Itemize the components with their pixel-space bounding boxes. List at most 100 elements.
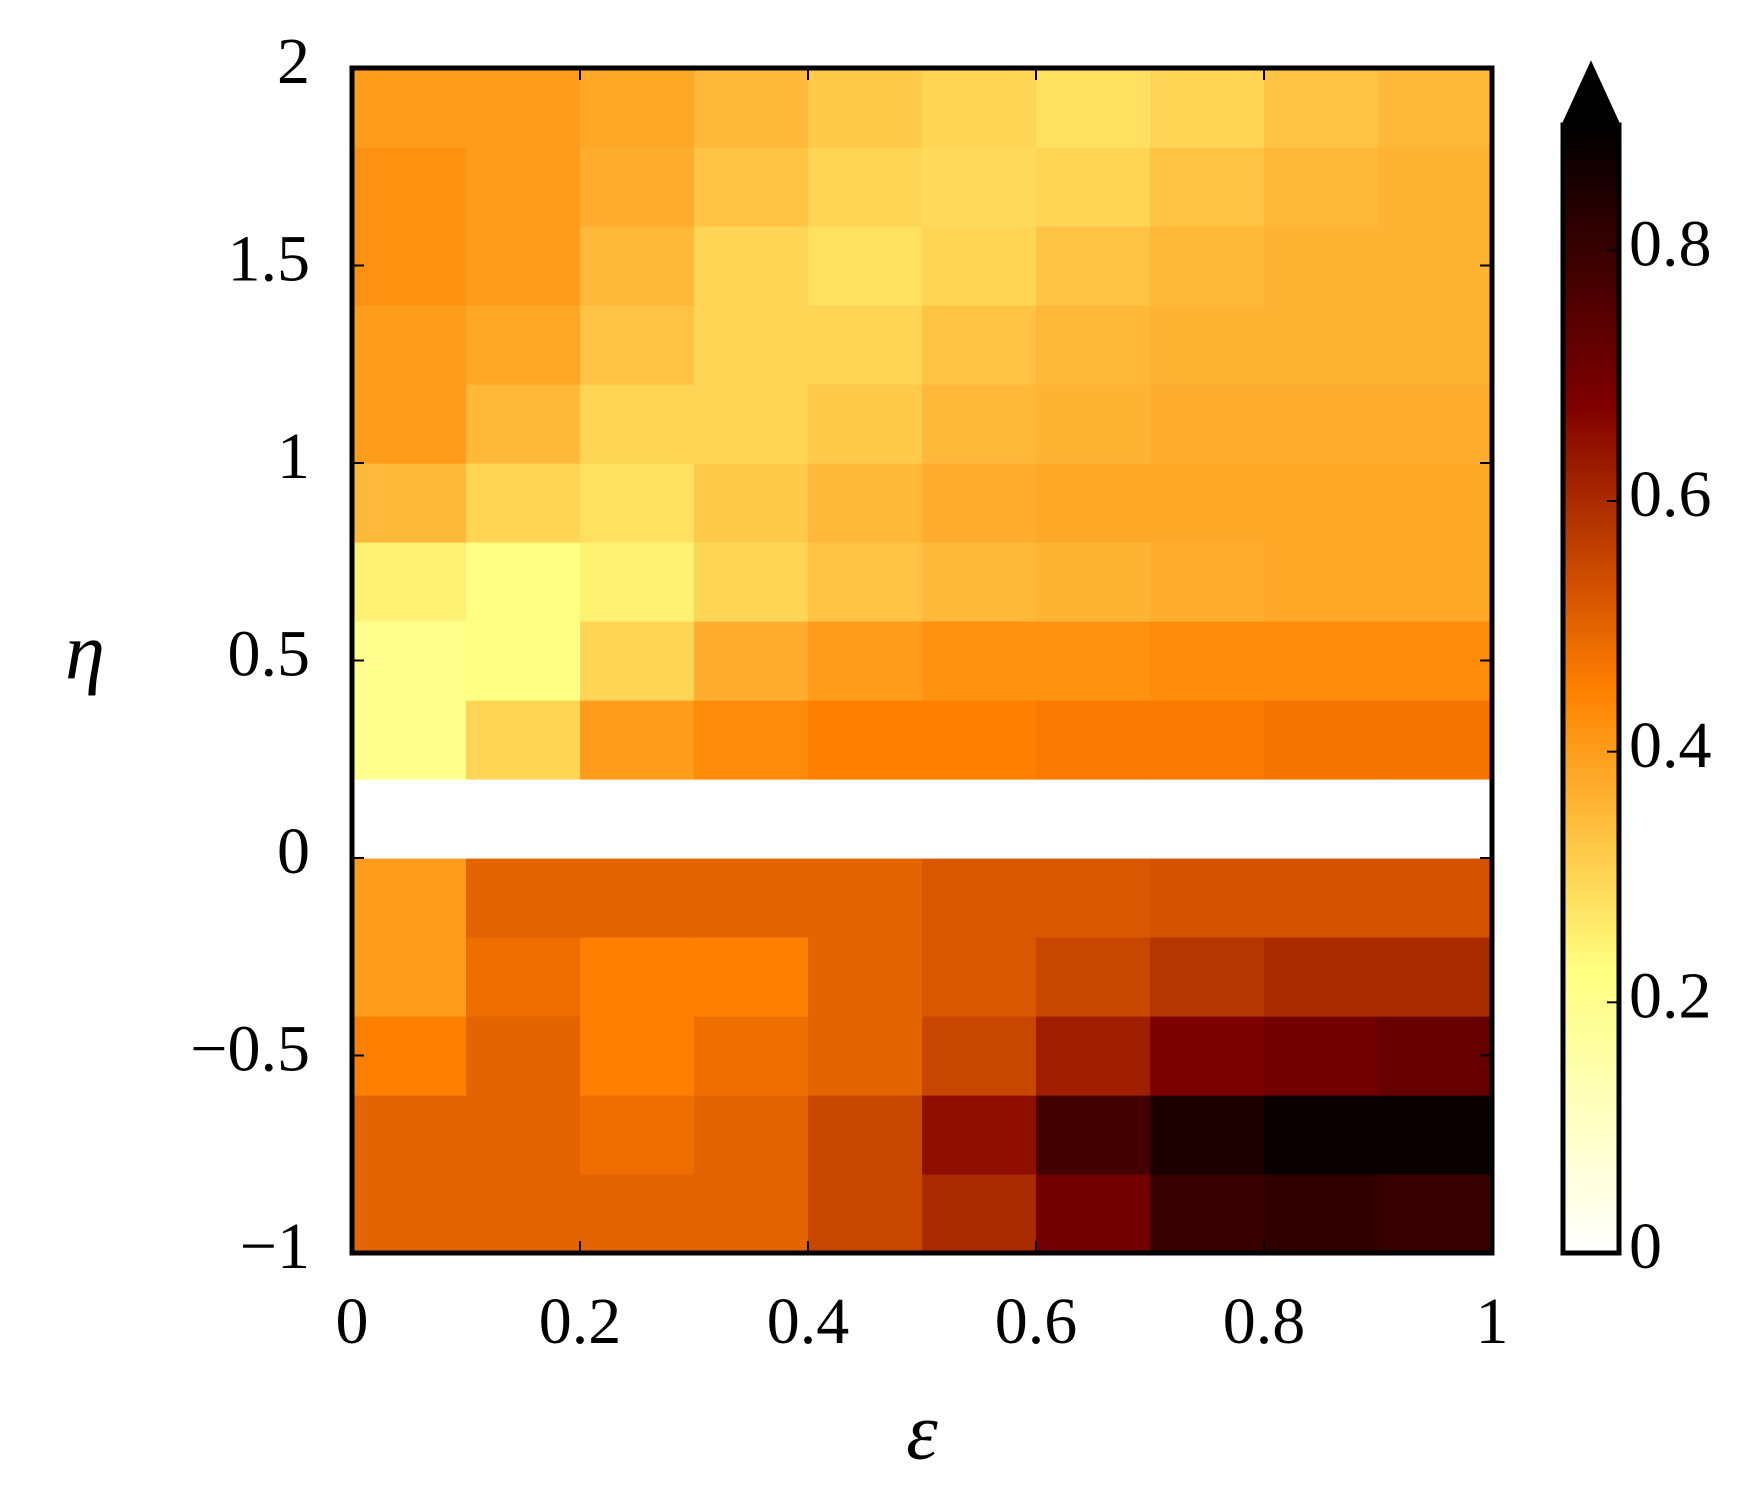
heatmap-cell [352, 1016, 467, 1096]
heatmap-cell [694, 147, 809, 227]
y-tick-label: 0 [277, 815, 310, 888]
heatmap-cell [466, 621, 581, 701]
colorbar-tick-label: 0.2 [1629, 959, 1712, 1032]
colorbar-tick-label: 0 [1629, 1210, 1662, 1283]
heatmap-cell [1264, 542, 1379, 622]
heatmap-cell [922, 305, 1037, 385]
heatmap-cell [466, 937, 581, 1017]
x-tick-label: 1 [1476, 1285, 1509, 1358]
heatmap-cell [580, 305, 695, 385]
heatmap-cell [808, 384, 923, 464]
heatmap-cell [352, 68, 467, 148]
heatmap-cell [1378, 147, 1493, 227]
heatmap-cell [580, 1095, 695, 1175]
heatmap-cell [1264, 463, 1379, 543]
heatmap-cell [1150, 384, 1265, 464]
heatmap-cell [466, 779, 581, 859]
heatmap-cell [694, 937, 809, 1017]
heatmap-cell [808, 1174, 923, 1254]
y-tick-label: 2 [277, 25, 310, 98]
heatmap-cell [1264, 1095, 1379, 1175]
heatmap-cell [1378, 700, 1493, 780]
y-tick-label: 1 [277, 420, 310, 493]
x-tick-label: 0.2 [539, 1285, 622, 1358]
heatmap-cell [580, 858, 695, 938]
heatmap-cell [1378, 937, 1493, 1017]
heatmap-cell [1036, 779, 1151, 859]
x-axis-label: ε [906, 1388, 938, 1476]
colorbar-tick-label: 0.6 [1629, 458, 1712, 531]
heatmap-cell [352, 621, 467, 701]
heatmap-cell [694, 1016, 809, 1096]
colorbar [1560, 122, 1622, 1256]
heatmap-cell [352, 937, 467, 1017]
heatmap-cell [694, 779, 809, 859]
heatmap-cell [352, 384, 467, 464]
heatmap-cell [1036, 1095, 1151, 1175]
heatmap-cell [1150, 937, 1265, 1017]
heatmap-cell [922, 542, 1037, 622]
heatmap-cell [1036, 68, 1151, 148]
heatmap-cell [466, 700, 581, 780]
y-tick-label: −1 [240, 1210, 310, 1283]
heatmap-cell [694, 700, 809, 780]
heatmap-cell [1378, 305, 1493, 385]
heatmap-cell [1150, 1095, 1265, 1175]
heatmap-cell [1036, 384, 1151, 464]
heatmap-cell [1378, 463, 1493, 543]
heatmap-cell [808, 621, 923, 701]
heatmap-cell [1264, 68, 1379, 148]
heatmap-cell [1036, 1016, 1151, 1096]
x-tick-label: 0.4 [767, 1285, 850, 1358]
heatmap-cell [922, 1174, 1037, 1254]
heatmap-cell [466, 226, 581, 306]
y-tick-label: 0.5 [228, 618, 311, 691]
heatmap-cell [808, 463, 923, 543]
heatmap-cell [1036, 226, 1151, 306]
heatmap-cell [808, 68, 923, 148]
heatmap-cell [466, 384, 581, 464]
heatmap-cell [922, 384, 1037, 464]
heatmap-cell [1036, 305, 1151, 385]
heatmap-cell [1150, 779, 1265, 859]
heatmap-cell [1150, 147, 1265, 227]
heatmap-cell [1264, 779, 1379, 859]
heatmap-cell [1150, 542, 1265, 622]
heatmap-cell [1378, 384, 1493, 464]
heatmap-cell [922, 937, 1037, 1017]
heatmap-cell [580, 542, 695, 622]
heatmap-cell [694, 542, 809, 622]
colorbar-extend [1560, 60, 1622, 127]
heatmap-cell [1264, 937, 1379, 1017]
heatmap-cell [922, 463, 1037, 543]
heatmap-cell [808, 779, 923, 859]
heatmap-cell [1264, 1174, 1379, 1254]
heatmap-cell [922, 1016, 1037, 1096]
heatmap-cell [580, 226, 695, 306]
heatmap-cell [1264, 147, 1379, 227]
heatmap-cell [1264, 700, 1379, 780]
heatmap-cell [1036, 937, 1151, 1017]
heatmap-cell [1036, 463, 1151, 543]
y-tick-label: 1.5 [228, 223, 311, 296]
heatmap-cell [1036, 1174, 1151, 1254]
heatmap-cell [580, 147, 695, 227]
heatmap-cell [922, 68, 1037, 148]
heatmap-cell [808, 937, 923, 1017]
heatmap-cell [466, 305, 581, 385]
heatmap-cell [1378, 226, 1493, 306]
heatmap-cell [352, 542, 467, 622]
x-tick-label: 0.6 [995, 1285, 1078, 1358]
heatmap-cell [580, 68, 695, 148]
heatmap-cell [352, 700, 467, 780]
heatmap-cell [1150, 1174, 1265, 1254]
heatmap-cell [922, 147, 1037, 227]
heatmap-cell [1264, 226, 1379, 306]
heatmap-cell [808, 1016, 923, 1096]
heatmap-cell [466, 1095, 581, 1175]
heatmap-cell [1264, 384, 1379, 464]
heatmap-cell [922, 1095, 1037, 1175]
heatmap-cell [1378, 779, 1493, 859]
heatmap-cell [1150, 305, 1265, 385]
